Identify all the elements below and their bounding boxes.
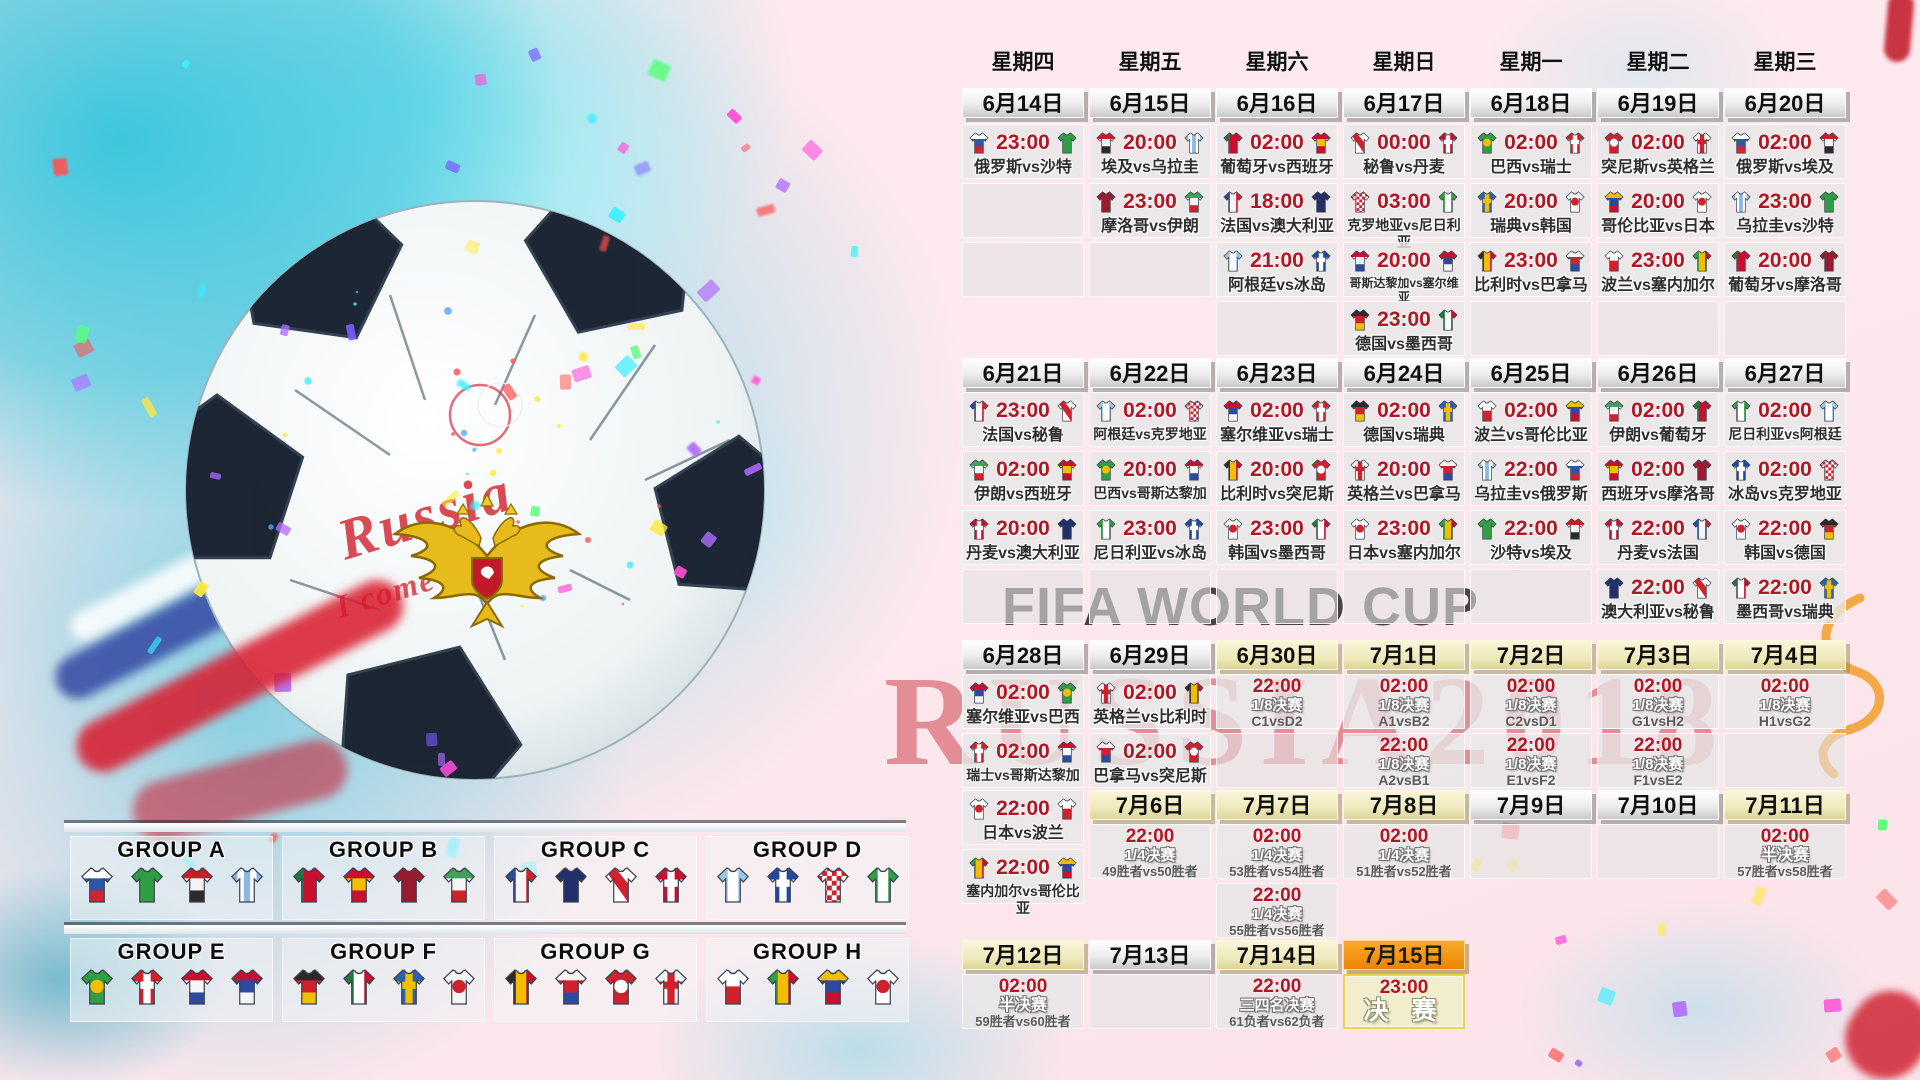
group-name: GROUP F: [330, 939, 437, 964]
jersey-icon: [766, 867, 799, 903]
group-name: GROUP D: [752, 837, 863, 862]
jersey-icon: [816, 867, 849, 903]
jersey-icon: [604, 969, 637, 1005]
group-box: GROUP B: [282, 836, 485, 920]
group-name: GROUP A: [117, 837, 226, 862]
jersey-icon: [816, 969, 849, 1005]
jersey-icon: [504, 969, 537, 1005]
jersey-icon: [654, 867, 687, 903]
jersey-icon: [766, 969, 799, 1005]
jersey-icon: [442, 867, 475, 903]
group-name: GROUP G: [540, 939, 651, 964]
group-box: GROUP F: [282, 938, 485, 1022]
jersey-icon: [230, 867, 263, 903]
jersey-icon: [292, 969, 325, 1005]
group-box: GROUP A: [70, 836, 273, 920]
jersey-icon: [130, 867, 163, 903]
jersey-icon: [504, 867, 537, 903]
group-box: GROUP D: [706, 836, 909, 920]
group-jerseys: [283, 865, 484, 905]
group-box: GROUP H: [706, 938, 909, 1022]
jersey-icon: [130, 969, 163, 1005]
group-name: GROUP E: [117, 939, 226, 964]
jersey-icon: [604, 867, 637, 903]
group-jerseys: [71, 865, 272, 905]
group-name: GROUP B: [328, 837, 439, 862]
jersey-icon: [866, 867, 899, 903]
group-jerseys: [283, 967, 484, 1007]
group-jerseys: [707, 865, 908, 905]
jersey-icon: [180, 969, 213, 1005]
jersey-icon: [866, 969, 899, 1005]
jersey-icon: [392, 867, 425, 903]
group-box: GROUP G: [494, 938, 697, 1022]
jersey-icon: [554, 969, 587, 1005]
group-box: GROUP C: [494, 836, 697, 920]
jersey-icon: [554, 867, 587, 903]
group-box: GROUP E: [70, 938, 273, 1022]
group-jerseys: [495, 865, 696, 905]
jersey-icon: [80, 867, 113, 903]
jersey-icon: [392, 969, 425, 1005]
jersey-icon: [716, 969, 749, 1005]
jersey-icon: [230, 969, 263, 1005]
jersey-icon: [292, 867, 325, 903]
group-name: GROUP H: [752, 939, 863, 964]
jersey-icon: [442, 969, 475, 1005]
jersey-icon: [342, 969, 375, 1005]
group-jerseys: [71, 967, 272, 1007]
jersey-icon: [180, 867, 213, 903]
group-jerseys: [707, 967, 908, 1007]
jersey-icon: [342, 867, 375, 903]
jersey-icon: [716, 867, 749, 903]
jersey-icon: [654, 969, 687, 1005]
group-shelf-bar: [64, 823, 906, 832]
group-jerseys: [495, 967, 696, 1007]
group-shelf-bar: [64, 925, 906, 934]
group-name: GROUP C: [540, 837, 651, 862]
jersey-icon: [80, 969, 113, 1005]
